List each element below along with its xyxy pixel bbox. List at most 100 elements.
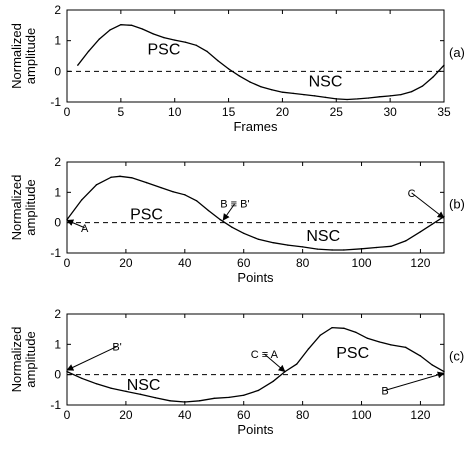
region-label: NSC (306, 228, 340, 245)
data-point (169, 400, 171, 402)
data-point (443, 370, 445, 373)
data-point (243, 394, 245, 396)
y-tick-label: 0 (54, 368, 61, 382)
x-tick-label: 40 (178, 408, 192, 422)
data-point (174, 39, 176, 41)
data-point (343, 249, 345, 251)
data-point (81, 377, 83, 380)
series-line (66, 175, 445, 251)
data-point (287, 244, 289, 246)
x-tick-label: 60 (237, 256, 251, 270)
data-point (331, 249, 333, 251)
data-point (354, 331, 357, 333)
point-label: B' (112, 341, 121, 353)
x-tick-label: 5 (118, 105, 125, 119)
data-point (213, 397, 215, 400)
y-axis-label: Normalized (9, 175, 24, 241)
data-point (172, 191, 174, 193)
data-point (160, 187, 162, 189)
data-point (231, 226, 233, 228)
data-point (303, 93, 305, 96)
x-tick-label: 40 (178, 256, 192, 270)
y-tick-label: 2 (54, 155, 61, 169)
data-point (141, 28, 144, 30)
data-point (77, 64, 79, 66)
x-axis-label: Points (237, 270, 274, 285)
data-point (272, 380, 274, 383)
x-tick-label: 25 (330, 105, 344, 119)
data-point (249, 81, 251, 83)
data-point (198, 400, 201, 402)
data-point (125, 390, 127, 393)
data-point (184, 41, 187, 43)
x-tick-label: 80 (296, 256, 310, 270)
region-label: PSC (336, 345, 369, 362)
data-point (431, 223, 433, 225)
x-tick-label: 20 (119, 408, 133, 422)
data-point (443, 215, 445, 218)
data-point (400, 93, 402, 96)
data-point (390, 344, 392, 346)
x-tick-label: 0 (64, 408, 71, 422)
data-point (296, 363, 298, 365)
data-point (207, 209, 210, 212)
panel-label: (c) (449, 349, 464, 364)
x-tick-label: 120 (410, 256, 430, 270)
x-tick-label: 100 (352, 256, 372, 270)
point-label: A (81, 223, 89, 235)
data-point (319, 334, 321, 336)
point-label: C (408, 188, 416, 200)
data-point (335, 98, 337, 100)
data-point (419, 355, 422, 357)
data-point (281, 91, 284, 93)
data-point (272, 241, 274, 244)
y-tick-label: 0 (54, 216, 61, 230)
data-point (184, 401, 186, 403)
y-tick-label: 2 (54, 3, 61, 17)
data-point (314, 95, 316, 97)
x-tick-label: 0 (64, 256, 71, 270)
data-point (163, 36, 165, 39)
x-tick-label: 100 (352, 408, 372, 422)
data-point (366, 337, 369, 339)
point-label: C ≡ A (251, 349, 279, 361)
plot-frame (66, 9, 445, 103)
y-tick-label: 1 (54, 34, 61, 48)
x-axis-label: Frames (233, 119, 278, 134)
data-point (260, 85, 262, 88)
data-point (81, 199, 83, 201)
data-point (410, 90, 413, 93)
x-tick-label: 20 (119, 256, 133, 270)
data-point (219, 218, 221, 221)
data-point (95, 383, 98, 385)
data-point (432, 76, 434, 78)
data-point (431, 364, 433, 366)
data-point (217, 59, 219, 62)
point-label: B (381, 385, 388, 397)
y-tick-label: 2 (54, 307, 61, 321)
x-tick-label: 15 (222, 105, 236, 119)
data-point (375, 246, 377, 249)
y-axis-label: Normalized (9, 327, 24, 393)
data-point (346, 98, 348, 101)
data-point (98, 38, 101, 40)
annotation-arrow (384, 371, 445, 391)
x-tick-label: 80 (296, 408, 310, 422)
annotation-arrow (411, 192, 445, 219)
data-point (110, 387, 112, 390)
panel-label: (b) (449, 197, 465, 212)
data-point (292, 92, 294, 95)
data-point (307, 348, 310, 350)
data-point (227, 68, 230, 70)
data-point (405, 240, 407, 242)
data-point (257, 389, 260, 392)
data-point (120, 24, 122, 26)
data-point (443, 64, 445, 66)
data-point (195, 200, 198, 202)
data-point (228, 396, 230, 399)
region-label: PSC (147, 41, 180, 58)
data-point (301, 246, 304, 248)
data-point (343, 327, 345, 329)
